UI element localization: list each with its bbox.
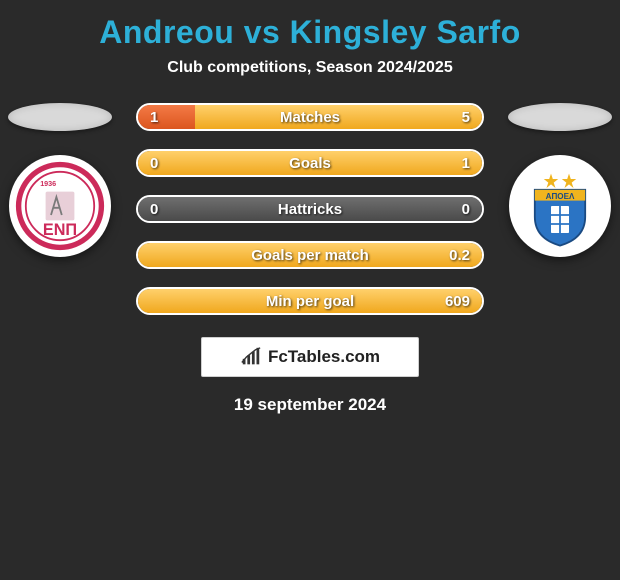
title-player1: Andreou [99,14,234,50]
stat-bars: Matches15Goals01Hattricks00Goals per mat… [136,103,484,315]
player2-avatar [508,103,612,131]
title-player2: Kingsley Sarfo [290,14,521,50]
comparison-container: Andreou vs Kingsley Sarfo Club competiti… [0,0,620,415]
brand-box[interactable]: FcTables.com [201,337,419,377]
stat-bar-right [138,151,482,175]
stat-row: Min per goal609 [136,287,484,315]
comparison-body: 1936 ΕΝΠ Matches15Goals01Hattricks00Goal… [0,103,620,315]
player1-avatar [8,103,112,131]
stat-value-right: 1 [462,149,470,177]
stat-value-right: 609 [445,287,470,315]
stat-bar-track [136,149,484,177]
stat-bar-track [136,195,484,223]
stat-bar-right [195,105,482,129]
stat-row: Hattricks00 [136,195,484,223]
svg-text:1936: 1936 [40,179,56,188]
stat-row: Goals01 [136,149,484,177]
svg-text:ΕΝΠ: ΕΝΠ [43,221,77,239]
stat-row: Goals per match0.2 [136,241,484,269]
stat-bar-track [136,241,484,269]
chart-icon [240,346,262,368]
stat-bar-left [138,105,195,129]
stat-bar-right [138,243,482,267]
stat-bar-gray [138,197,482,221]
subtitle: Club competitions, Season 2024/2025 [0,59,620,103]
stat-bar-track [136,103,484,131]
stat-row: Matches15 [136,103,484,131]
stat-value-left: 1 [150,103,158,131]
page-title: Andreou vs Kingsley Sarfo [0,8,620,59]
left-side: 1936 ΕΝΠ [0,103,120,257]
stat-bar-right [138,289,482,313]
right-side: ΑΠΟΕΛ [500,103,620,257]
stat-bar-track [136,287,484,315]
club-b-badge: ΑΠΟΕΛ [509,155,611,257]
club-b-logo: ΑΠΟΕΛ [515,161,605,251]
stat-value-right: 5 [462,103,470,131]
title-vs: vs [244,14,281,50]
stat-value-right: 0 [462,195,470,223]
club-a-logo: 1936 ΕΝΠ [15,161,105,251]
svg-text:ΑΠΟΕΛ: ΑΠΟΕΛ [546,192,575,201]
brand-text: FcTables.com [268,347,380,367]
stat-value-left: 0 [150,149,158,177]
club-a-badge: 1936 ΕΝΠ [9,155,111,257]
stat-value-left: 0 [150,195,158,223]
stat-value-right: 0.2 [449,241,470,269]
date: 19 september 2024 [0,377,620,415]
